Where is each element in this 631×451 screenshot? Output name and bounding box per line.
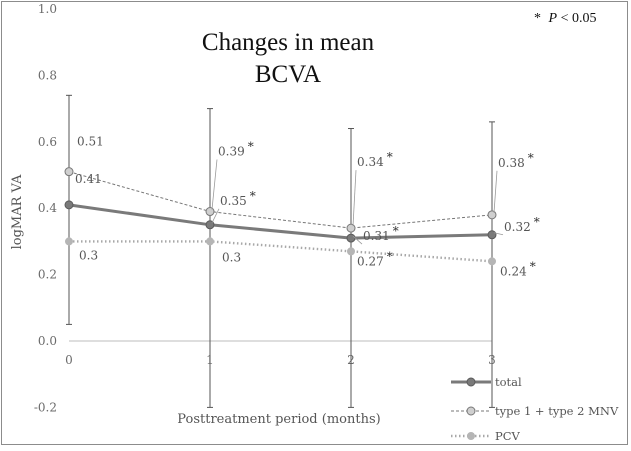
- data-label-leader: [352, 170, 357, 227]
- legend-label-2: type 1 + type 2 MNV: [495, 404, 619, 418]
- data-point: [487, 210, 497, 220]
- chart-title-line-1: Changes in mean: [202, 29, 375, 56]
- y-tick-label: 0.6: [38, 135, 57, 149]
- data-point: [64, 200, 74, 210]
- significance-marker: *: [534, 215, 540, 229]
- data-point: [347, 247, 355, 256]
- legend-marker-3: [467, 432, 475, 440]
- legend-label-1: total: [495, 375, 522, 389]
- data-point: [488, 257, 496, 266]
- data-label-leader: [493, 232, 504, 236]
- significance-star: *: [534, 11, 541, 26]
- legend-label-3: PCV: [495, 429, 521, 443]
- data-label: 0.34: [357, 155, 384, 169]
- y-tick-label: 0.4: [38, 201, 57, 215]
- y-tick-label: 0.8: [38, 68, 57, 82]
- significance-marker: *: [387, 150, 393, 164]
- data-label: 0.39: [218, 145, 245, 159]
- data-point: [487, 230, 497, 240]
- data-point: [346, 223, 356, 233]
- data-point: [65, 237, 73, 246]
- significance-threshold: < 0.05: [561, 11, 597, 26]
- data-label-leader: [493, 170, 498, 213]
- x-axis-title: Posttreatment period (months): [177, 412, 380, 427]
- data-label: 0.32: [504, 220, 531, 234]
- data-label: 0.35: [220, 194, 247, 208]
- data-point: [64, 167, 74, 177]
- data-label: 0.51: [77, 135, 104, 149]
- data-point: [205, 207, 215, 217]
- significance-p: P: [548, 11, 558, 26]
- data-label: 0.27: [357, 254, 384, 268]
- legend: total type 1 + type 2 MNV PCV: [451, 375, 619, 443]
- plot-area: -0.20.00.20.40.60.81.001230.410.35*0.31*…: [34, 2, 540, 414]
- data-label-leader: [352, 235, 363, 245]
- data-label: 0.24: [500, 264, 527, 278]
- y-tick-label: 0.0: [38, 334, 57, 348]
- significance-marker: *: [387, 249, 393, 263]
- legend-marker-2: [466, 406, 476, 416]
- series-line-1: [68, 203, 493, 240]
- y-tick-label: 0.2: [38, 268, 57, 282]
- data-label: 0.3: [222, 250, 241, 264]
- data-point: [346, 233, 356, 243]
- chart-frame: Changes in mean BCVA * P < 0.05 -0.2 0.0 0…: [1, 1, 628, 445]
- legend-marker-1: [466, 377, 476, 387]
- significance-note: * P < 0.05: [534, 11, 596, 26]
- data-label: 0.31: [363, 229, 390, 243]
- chart-title-line-2: BCVA: [255, 61, 321, 88]
- significance-marker: *: [248, 140, 254, 154]
- y-tick-label: -0.2: [34, 400, 57, 414]
- series-line-2: [68, 171, 493, 229]
- data-label: 0.38: [498, 156, 525, 170]
- data-label-leader: [211, 208, 220, 223]
- chart: Changes in mean BCVA * P < 0.05 -0.2 0.0 0…: [10, 2, 619, 443]
- significance-marker: *: [393, 224, 399, 238]
- data-point: [206, 237, 214, 246]
- data-label-leader: [211, 159, 218, 210]
- significance-marker: *: [528, 151, 534, 165]
- significance-marker: *: [530, 259, 536, 273]
- y-axis-title: logMAR VA: [10, 174, 25, 249]
- y-tick-label: 1.0: [38, 2, 57, 16]
- x-tick-label: 0: [65, 353, 73, 367]
- significance-marker: *: [250, 189, 256, 203]
- data-label: 0.41: [75, 172, 102, 186]
- data-label: 0.3: [79, 248, 98, 262]
- series-line-3: [69, 240, 493, 263]
